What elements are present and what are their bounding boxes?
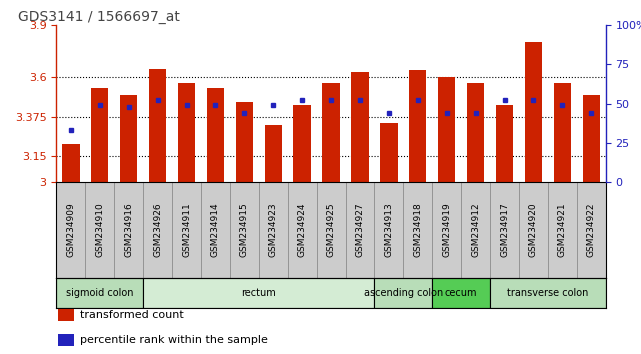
Text: GSM234924: GSM234924 [297, 203, 306, 257]
Bar [114, 182, 143, 278]
Bar [149, 69, 166, 182]
Text: cecum: cecum [445, 288, 478, 298]
Text: GSM234923: GSM234923 [269, 203, 278, 257]
Bar [577, 182, 606, 278]
Bar [461, 182, 490, 278]
Bar [583, 95, 600, 182]
Text: transformed count: transformed count [80, 310, 184, 320]
Text: percentile rank within the sample: percentile rank within the sample [80, 335, 268, 345]
Bar [374, 278, 432, 308]
Bar [317, 182, 345, 278]
Bar [548, 182, 577, 278]
Bar [85, 182, 114, 278]
Bar [230, 182, 259, 278]
Bar [380, 123, 397, 182]
Text: GSM234921: GSM234921 [558, 203, 567, 257]
Text: GSM234912: GSM234912 [471, 203, 480, 257]
Text: GSM234922: GSM234922 [587, 203, 595, 257]
Bar [409, 70, 426, 182]
Bar [490, 182, 519, 278]
Bar [265, 125, 282, 182]
Text: GDS3141 / 1566697_at: GDS3141 / 1566697_at [18, 10, 180, 24]
Bar [143, 278, 374, 308]
Text: GSM234914: GSM234914 [211, 203, 220, 257]
Text: ascending colon: ascending colon [363, 288, 443, 298]
Bar [120, 95, 137, 182]
Bar [432, 278, 490, 308]
Text: GSM234909: GSM234909 [67, 203, 76, 257]
Bar [56, 182, 85, 278]
Bar [374, 182, 403, 278]
Bar [58, 334, 74, 346]
Text: GSM234927: GSM234927 [356, 203, 365, 257]
Text: GSM234917: GSM234917 [500, 203, 509, 257]
Bar [172, 182, 201, 278]
Bar [322, 82, 340, 182]
Text: GSM234926: GSM234926 [153, 203, 162, 257]
Bar [403, 182, 432, 278]
Text: GSM234925: GSM234925 [326, 203, 336, 257]
Text: rectum: rectum [242, 288, 276, 298]
Text: GSM234918: GSM234918 [413, 203, 422, 257]
Bar [91, 88, 108, 182]
Bar [143, 182, 172, 278]
Text: GSM234910: GSM234910 [96, 203, 104, 257]
Text: GSM234911: GSM234911 [182, 203, 191, 257]
Bar [178, 82, 196, 182]
Bar [201, 182, 230, 278]
Bar [438, 77, 455, 182]
Bar [554, 82, 571, 182]
Bar [345, 182, 374, 278]
Text: GSM234916: GSM234916 [124, 203, 133, 257]
Bar [58, 309, 74, 321]
Bar [259, 182, 288, 278]
Bar [490, 278, 606, 308]
Bar [294, 105, 311, 182]
Bar [236, 102, 253, 182]
Text: GSM234920: GSM234920 [529, 203, 538, 257]
Text: GSM234919: GSM234919 [442, 203, 451, 257]
Text: GSM234913: GSM234913 [385, 203, 394, 257]
Bar [496, 105, 513, 182]
Bar [288, 182, 317, 278]
Text: sigmoid colon: sigmoid colon [66, 288, 133, 298]
Bar [432, 182, 461, 278]
Bar [519, 182, 548, 278]
Text: GSM234915: GSM234915 [240, 203, 249, 257]
Bar [351, 72, 369, 182]
Bar [56, 278, 143, 308]
Text: transverse colon: transverse colon [507, 288, 588, 298]
Bar [467, 82, 485, 182]
Bar [207, 88, 224, 182]
Bar [525, 42, 542, 182]
Bar [62, 144, 79, 182]
